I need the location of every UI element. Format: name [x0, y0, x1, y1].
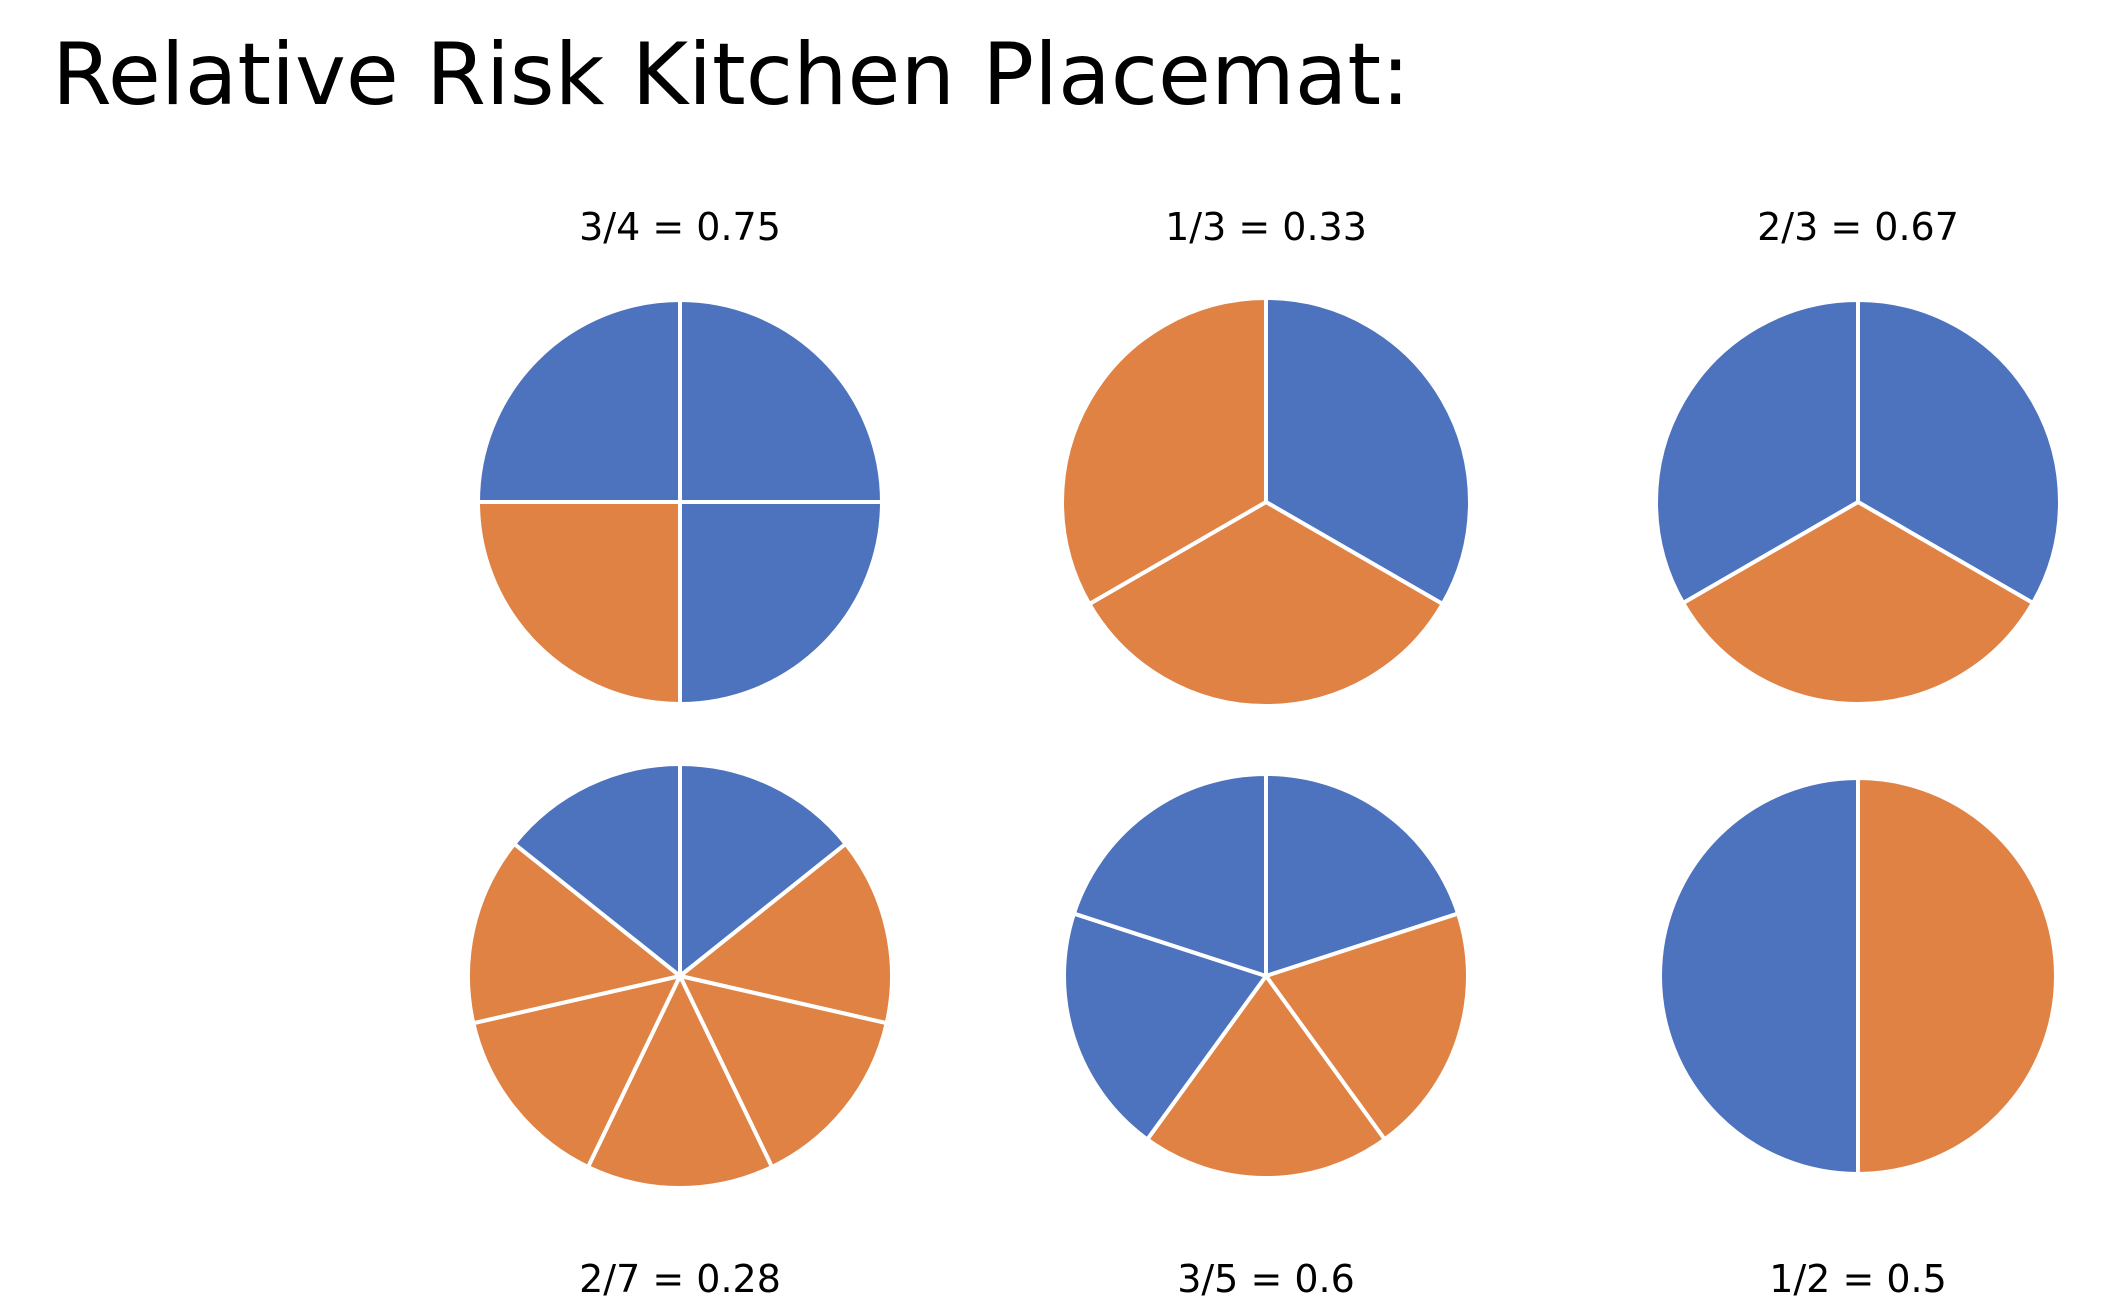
pie-slice-risk: [1264, 772, 1461, 978]
pie-slice-risk: [678, 500, 884, 706]
pie-slice-rest: [678, 841, 894, 1026]
pie-slice-risk: [476, 298, 682, 504]
pie-chart-2-7: [466, 762, 894, 1191]
pie-slice-rest: [1145, 974, 1387, 1180]
pie-caption-1-2: 1/2 = 0.5: [1769, 1257, 1947, 1301]
page-title: Relative Risk Kitchen Placemat:: [52, 25, 1411, 125]
pie-slice-rest: [1060, 296, 1268, 606]
pie-slice-risk: [512, 762, 682, 978]
pie-slice-rest: [476, 500, 682, 706]
pie-chart-3-4: [476, 298, 884, 706]
pie-caption-3-4: 3/4 = 0.75: [579, 205, 781, 249]
pie-caption-2-3: 2/3 = 0.67: [1757, 205, 1959, 249]
pie-slice-risk: [1062, 911, 1268, 1142]
pie-slice-rest: [1856, 776, 2058, 1176]
pie-slice-risk: [678, 762, 848, 978]
pie-chart-2-3: [1653, 298, 2063, 707]
pie-slice-rest: [586, 974, 774, 1191]
pie-slice-rest: [471, 974, 682, 1170]
pie-slice-risk: [1856, 298, 2063, 605]
pie-slice-rest: [466, 841, 682, 1026]
pie-slice-risk: [678, 298, 884, 504]
pie-caption-2-7: 2/7 = 0.28: [579, 1257, 781, 1301]
pie-slice-risk: [1264, 296, 1472, 606]
pie-slice-risk: [1658, 776, 1860, 1176]
pie-slice-rest: [1264, 911, 1470, 1142]
pie-chart-1-2: [1658, 776, 2058, 1176]
pie-chart-3-5: [1062, 772, 1470, 1180]
pie-caption-1-3: 1/3 = 0.33: [1165, 205, 1367, 249]
pie-caption-3-5: 3/5 = 0.6: [1177, 1257, 1355, 1301]
pie-slice-rest: [678, 974, 889, 1170]
pie-chart-1-3: [1060, 296, 1472, 709]
pie-slice-risk: [1653, 298, 1860, 605]
pie-slice-risk: [1071, 772, 1268, 978]
